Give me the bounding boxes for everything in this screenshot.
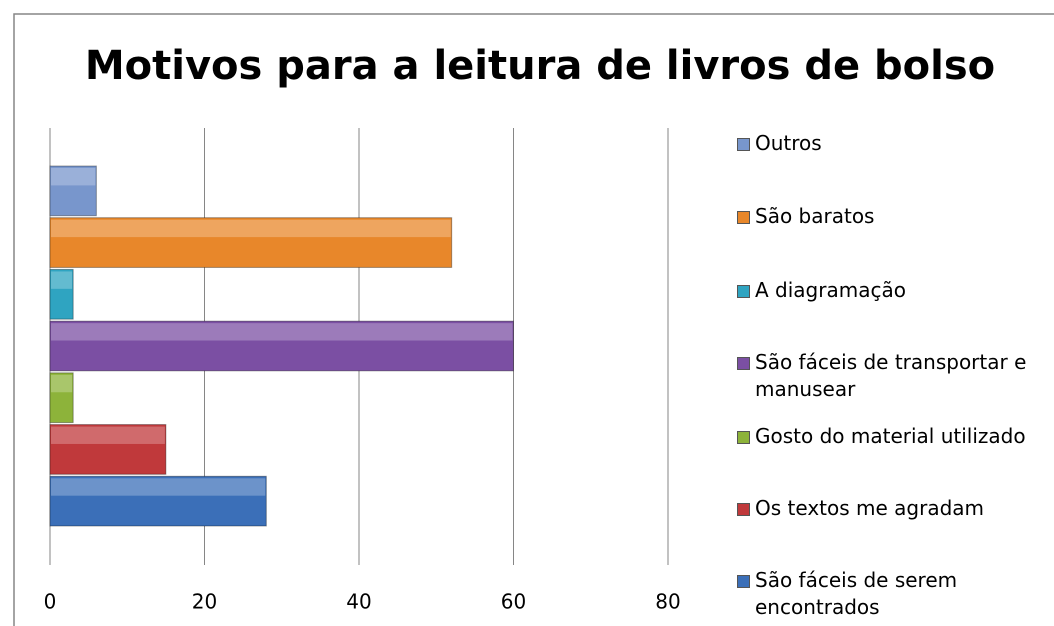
legend-swatch xyxy=(737,138,750,151)
legend-entry: Outros xyxy=(737,130,1052,157)
chart-title: Motivos para a leitura de livros de bols… xyxy=(85,43,995,89)
bar-highlight xyxy=(51,478,266,496)
bar xyxy=(49,475,267,527)
bar xyxy=(49,268,74,320)
x-tick-label: 40 xyxy=(346,590,371,614)
x-tick-label: 0 xyxy=(44,590,57,614)
legend-entry: São baratos xyxy=(737,203,1052,230)
legend-swatch xyxy=(737,285,750,298)
legend-entry: Os textos me agradam xyxy=(737,495,1052,522)
bar xyxy=(49,320,514,372)
legend-swatch xyxy=(737,211,750,224)
bar-highlight xyxy=(51,168,96,186)
x-tick-label: 20 xyxy=(192,590,217,614)
legend-label: São fáceis de serem encontrados xyxy=(755,568,958,619)
legend-swatch xyxy=(737,357,750,370)
bar-highlight xyxy=(51,219,451,238)
legend-label: A diagramação xyxy=(755,278,906,302)
legend-entry: Gosto do material utilizado xyxy=(737,423,1052,450)
legend-label: Os textos me agradam xyxy=(755,496,985,520)
legend-label: Gosto do material utilizado xyxy=(755,424,1026,448)
bar xyxy=(49,217,453,268)
bar-highlight xyxy=(51,323,513,341)
bar xyxy=(49,424,167,475)
bar xyxy=(49,372,74,424)
legend-swatch xyxy=(737,431,750,444)
bar-highlight xyxy=(51,271,73,289)
legend-entry: São fáceis de transportar e manusear xyxy=(737,349,1052,403)
legend-swatch xyxy=(737,575,750,588)
legend-label: São fáceis de transportar e manusear xyxy=(755,350,1027,401)
bar-highlight xyxy=(51,426,165,444)
legend-swatch xyxy=(737,503,750,516)
legend-label: São baratos xyxy=(755,204,875,228)
x-tick-label: 60 xyxy=(501,590,526,614)
chart-border xyxy=(13,13,1054,626)
legend-entry: São fáceis de serem encontrados xyxy=(737,567,1052,621)
x-tick-label: 80 xyxy=(655,590,680,614)
legend-entry: A diagramação xyxy=(737,277,1052,304)
legend-label: Outros xyxy=(755,131,822,155)
bar xyxy=(49,165,97,217)
bar-highlight xyxy=(51,374,73,393)
